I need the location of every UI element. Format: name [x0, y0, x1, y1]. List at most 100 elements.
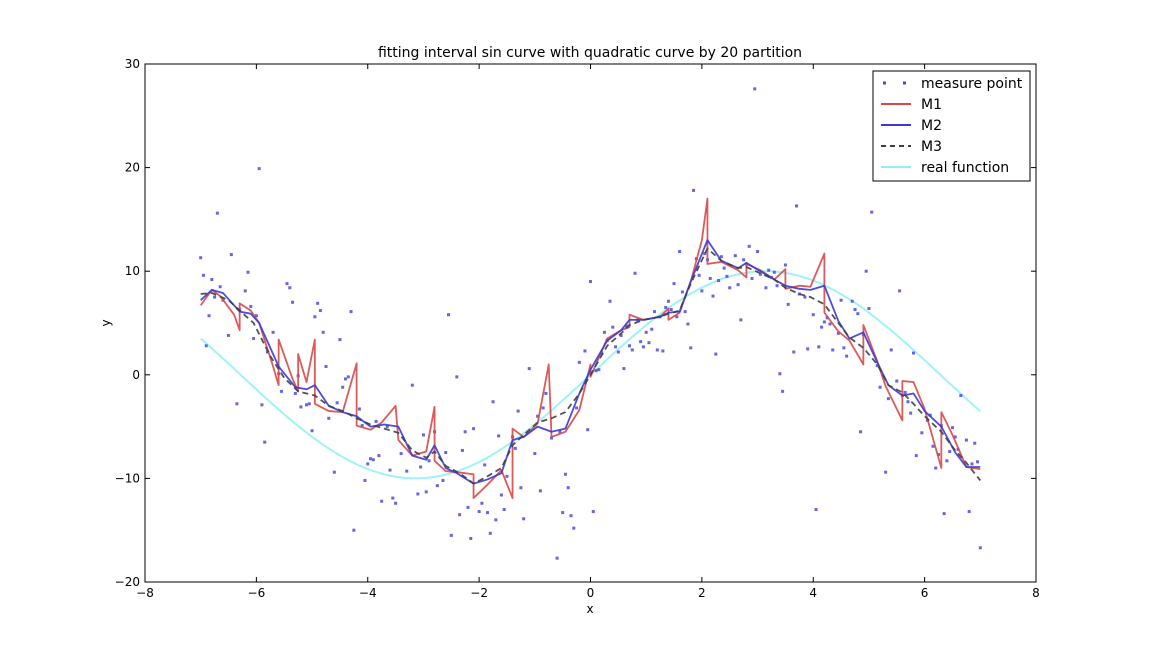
measure-point: [472, 427, 476, 431]
measure-point: [338, 338, 342, 342]
measure-point: [460, 448, 464, 452]
measure-point: [444, 451, 448, 454]
measure-point: [814, 507, 818, 511]
measure-point: [978, 546, 982, 550]
measure-point: [538, 489, 542, 493]
measure-point: [647, 341, 651, 345]
measure-point: [469, 536, 473, 540]
measure-point: [516, 409, 520, 413]
measure-point: [424, 490, 428, 494]
legend-label: measure point: [921, 76, 1023, 92]
measure-point: [577, 360, 581, 364]
series-line-m1: [199, 197, 981, 499]
measure-point: [246, 270, 250, 274]
measure-point: [672, 282, 676, 286]
measure-point: [756, 250, 760, 254]
measure-point: [483, 463, 487, 467]
measure-point: [836, 331, 840, 335]
measure-point: [541, 406, 545, 410]
measure-point: [257, 167, 261, 171]
measure-point: [399, 452, 403, 456]
measure-point: [279, 389, 283, 393]
measure-point: [845, 354, 849, 358]
measure-point: [903, 390, 907, 394]
measure-point: [964, 438, 968, 442]
measure-point: [310, 429, 314, 433]
measure-point: [360, 424, 364, 428]
measure-point: [463, 430, 467, 434]
measure-point: [669, 308, 673, 312]
measure-point: [377, 454, 381, 458]
measure-point: [271, 330, 275, 334]
measure-point: [405, 469, 409, 473]
measure-point: [976, 460, 980, 464]
measure-point: [661, 349, 665, 353]
measure-point: [895, 379, 899, 383]
y-tick-label: 10: [125, 264, 140, 278]
measure-point: [566, 486, 570, 490]
measure-point: [850, 299, 854, 303]
measure-point: [466, 505, 470, 509]
measure-point: [394, 501, 398, 505]
measure-point: [572, 526, 576, 530]
measure-point: [435, 484, 439, 488]
measure-point: [767, 268, 771, 272]
measure-point: [374, 419, 378, 423]
measure-point: [973, 441, 977, 445]
measure-point: [494, 518, 498, 522]
measure-point: [499, 493, 503, 497]
plot-area: [199, 87, 982, 560]
measure-point: [911, 351, 915, 355]
measure-point: [853, 308, 857, 312]
measure-point: [307, 402, 311, 406]
measure-point: [561, 511, 565, 515]
measure-point: [639, 340, 643, 344]
measure-point: [480, 501, 484, 505]
measure-point: [608, 299, 612, 303]
measure-point: [680, 290, 684, 294]
measure-point: [589, 280, 592, 284]
measure-point: [820, 325, 824, 329]
measure-point: [781, 389, 785, 393]
measure-point: [416, 492, 420, 496]
x-tick-label: −4: [359, 586, 377, 600]
measure-point: [519, 486, 523, 490]
measure-point: [207, 314, 211, 318]
measure-point: [555, 556, 559, 560]
measure-point: [948, 449, 952, 453]
measure-point: [252, 337, 256, 341]
measure-point: [878, 385, 882, 389]
measure-point: [622, 367, 626, 371]
measure-point: [352, 528, 356, 532]
measure-point: [291, 300, 295, 304]
y-axis-label: y: [99, 319, 113, 326]
y-tick-label: 0: [132, 368, 140, 382]
measure-point: [942, 512, 946, 516]
measure-point: [583, 349, 587, 353]
measure-point: [739, 318, 743, 322]
measure-point: [369, 457, 373, 461]
measure-point: [950, 426, 954, 430]
measure-point: [920, 431, 924, 435]
measure-point: [614, 345, 618, 349]
measure-point: [753, 87, 757, 91]
measure-point: [775, 284, 779, 288]
measure-point: [937, 453, 941, 457]
measure-point: [909, 411, 913, 415]
measure-point: [263, 440, 267, 444]
measure-point: [778, 372, 782, 376]
measure-point: [199, 256, 203, 260]
measure-point: [349, 310, 353, 314]
measure-point: [335, 401, 339, 405]
measure-point: [633, 271, 637, 275]
measure-point: [316, 301, 320, 305]
x-tick-label: −2: [470, 586, 488, 600]
measure-point: [357, 407, 361, 411]
measure-point: [686, 322, 690, 326]
measure-point: [864, 269, 868, 273]
chart-title: fitting interval sin curve with quadrati…: [378, 45, 802, 61]
measure-point: [522, 517, 526, 521]
measure-point: [321, 330, 325, 334]
measure-point: [664, 305, 668, 309]
